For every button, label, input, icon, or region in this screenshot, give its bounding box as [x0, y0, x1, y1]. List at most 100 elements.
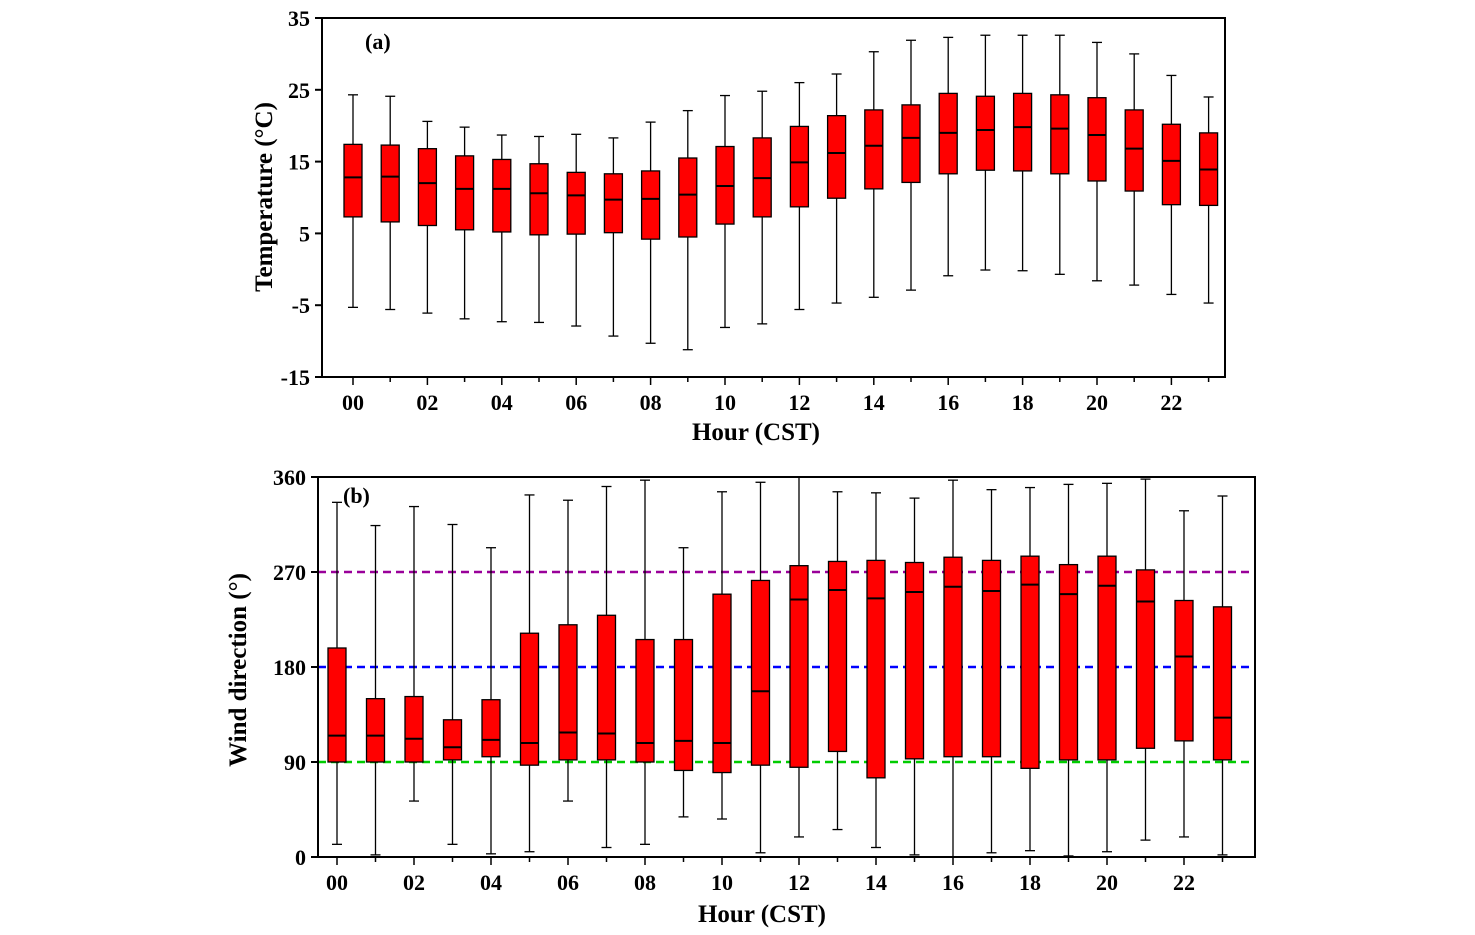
iqr-box	[492, 158, 512, 233]
iqr-box	[481, 699, 501, 758]
temperature-y-axis-title: Temperature (°C)	[251, 102, 278, 292]
y-tick-label: 35	[288, 6, 310, 31]
temperature-box-hour-3	[454, 126, 475, 320]
iqr-box	[519, 632, 540, 766]
temperature-box-hour-18	[1012, 34, 1033, 272]
temperature-box-hour-10	[715, 94, 735, 329]
wind-direction-box-hour-8	[635, 479, 655, 845]
temperature-box-hour-6	[566, 133, 586, 327]
x-tick-label: 04	[491, 390, 513, 415]
panel-label-b: (b)	[343, 483, 370, 508]
iqr-box	[1020, 555, 1040, 769]
x-tick-label: 14	[865, 870, 887, 895]
iqr-box	[866, 559, 886, 779]
temperature-x-ticks: 00 02 04 06 08 10 12 14 16 18 20 22	[342, 377, 1210, 415]
iqr-box	[712, 593, 732, 774]
x-tick-label: 22	[1173, 870, 1195, 895]
x-tick-label: 16	[942, 870, 964, 895]
x-tick-label: 06	[557, 870, 579, 895]
x-tick-label: 12	[788, 870, 810, 895]
iqr-box	[981, 559, 1002, 758]
x-tick-label: 12	[788, 390, 810, 415]
iqr-box	[417, 148, 438, 227]
temperature-box-hour-21	[1124, 53, 1144, 286]
x-tick-label: 10	[714, 390, 736, 415]
wind-direction-box-hour-19	[1058, 483, 1079, 857]
temperature-box-hour-7	[603, 137, 624, 337]
iqr-box	[603, 173, 624, 234]
temperature-box-hour-12	[789, 81, 810, 311]
iqr-box	[1058, 563, 1079, 761]
x-tick-label: 00	[342, 390, 364, 415]
wind-direction-box-hour-23	[1212, 495, 1233, 856]
wind-direction-box-hour-13	[827, 491, 848, 831]
wind-direction-box-hour-0	[327, 501, 347, 845]
x-tick-label: 22	[1160, 390, 1182, 415]
iqr-box	[566, 171, 586, 235]
temperature-box-hour-22	[1161, 74, 1182, 296]
iqr-box	[975, 95, 996, 171]
iqr-box	[673, 638, 694, 772]
wind-direction-box-hour-21	[1135, 478, 1156, 841]
iqr-box	[904, 561, 925, 760]
iqr-box	[826, 114, 847, 199]
y-tick-label: -15	[281, 365, 310, 390]
iqr-box	[864, 109, 884, 190]
iqr-box	[596, 614, 617, 761]
iqr-box	[943, 556, 963, 758]
iqr-box	[1161, 123, 1182, 206]
iqr-box	[750, 579, 771, 766]
iqr-box	[442, 719, 463, 761]
x-tick-label: 10	[711, 870, 733, 895]
wind-direction-box-hour-20	[1097, 482, 1117, 853]
wind-direction-box-hour-12	[789, 476, 809, 838]
y-tick-label: 360	[273, 465, 306, 490]
wind-direction-box-hour-14	[866, 492, 886, 849]
panel-label-a: (a)	[365, 29, 391, 54]
wind-direction-box-hour-9	[673, 547, 694, 818]
iqr-box	[404, 695, 424, 763]
iqr-box	[327, 647, 347, 763]
temperature-box-hour-8	[640, 121, 661, 344]
iqr-box	[789, 565, 809, 768]
wind-direction-box-hour-3	[442, 523, 463, 845]
x-tick-label: 20	[1096, 870, 1118, 895]
wind-direction-box-hour-5	[519, 494, 540, 853]
x-tick-label: 16	[937, 390, 959, 415]
wind-direction-y-ticks: 360 270 180 90 0	[273, 465, 318, 870]
wind-direction-y-axis-title: Wind direction (°)	[225, 573, 252, 767]
wind-direction-boxes	[327, 476, 1233, 858]
iqr-box	[1174, 599, 1194, 742]
x-tick-label: 20	[1086, 390, 1108, 415]
x-tick-label: 06	[565, 390, 587, 415]
iqr-box	[1135, 569, 1156, 749]
iqr-box	[789, 125, 810, 208]
temperature-boxes	[343, 34, 1219, 351]
temperature-box-hour-19	[1050, 34, 1070, 275]
wind-direction-box-hour-18	[1020, 486, 1040, 852]
iqr-box	[343, 143, 363, 218]
x-tick-label: 14	[863, 390, 885, 415]
wind-direction-box-hour-2	[404, 505, 424, 802]
iqr-box	[827, 560, 848, 753]
temperature-box-hour-17	[975, 34, 996, 271]
x-tick-label: 04	[480, 870, 502, 895]
y-tick-label: 0	[295, 845, 306, 870]
temperature-box-hour-14	[864, 51, 884, 298]
wind-direction-box-hour-10	[712, 491, 732, 820]
wind-direction-x-axis-title: Hour (CST)	[698, 901, 826, 928]
temperature-y-ticks: 35 25 15 5 -5 -15	[281, 6, 322, 390]
wind-direction-panel: 360 270 180 90 0 00 02 04 06 08 10 12 14 16 18 20 22 (b…	[225, 465, 1256, 928]
iqr-box	[640, 170, 661, 240]
y-tick-label: 90	[284, 750, 306, 775]
wind-direction-x-ticks: 00 02 04 06 08 10 12 14 16 18 20 22	[326, 857, 1224, 895]
temperature-box-hour-2	[417, 120, 438, 314]
wind-direction-box-hour-16	[943, 479, 963, 858]
y-tick-label: 15	[288, 150, 310, 175]
y-tick-label: 180	[273, 655, 306, 680]
iqr-box	[529, 163, 549, 236]
wind-direction-box-hour-7	[596, 485, 617, 849]
iqr-box	[1124, 109, 1144, 192]
iqr-box	[558, 624, 578, 761]
